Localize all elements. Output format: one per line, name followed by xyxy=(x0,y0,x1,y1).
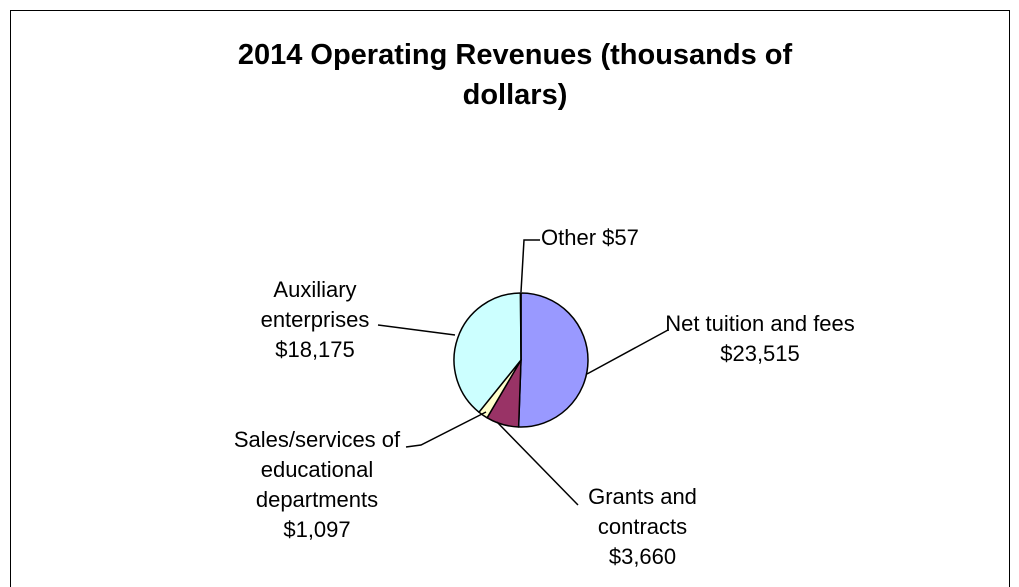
slice-label-box: Auxiliary enterprises $18,175 xyxy=(240,275,390,365)
pie-slice xyxy=(519,292,522,361)
title-box: 2014 Operating Revenues (thousands of do… xyxy=(237,39,793,111)
leader-line xyxy=(496,421,579,506)
value-label: $57 xyxy=(602,225,639,250)
value-label: $1,097 xyxy=(283,517,351,542)
slice-label-box: Grants and contracts $3,660 xyxy=(575,482,710,572)
category-label: Other xyxy=(541,225,597,250)
leader-line xyxy=(405,411,487,448)
category-label: Auxiliary enterprises xyxy=(260,277,370,332)
slice-label-box: Other $57 xyxy=(541,223,681,253)
slice-label: Net tuition and fees $23,515 xyxy=(665,309,855,369)
pie-slice xyxy=(517,292,589,428)
slice-label: Other $57 xyxy=(541,223,681,253)
slice-label: Auxiliary enterprises $18,175 xyxy=(240,275,390,365)
leader-line xyxy=(377,324,456,336)
slice-label-box: Net tuition and fees $23,515 xyxy=(665,309,855,369)
value-label: $18,175 xyxy=(275,337,355,362)
leader-line xyxy=(586,329,669,375)
category-label: Net tuition and fees xyxy=(665,311,855,336)
category-label: Grants and contracts xyxy=(588,484,697,539)
chart-title: 2014 Operating Revenues (thousands of do… xyxy=(237,39,793,111)
pie-slice xyxy=(453,292,522,413)
value-label: $3,660 xyxy=(608,544,677,569)
category-label: Sales/services of educational department… xyxy=(233,427,401,512)
slice-label-box: Sales/services of educational department… xyxy=(222,425,412,545)
value-label: $23,515 xyxy=(720,341,800,366)
leader-line xyxy=(520,239,540,293)
slice-label: Sales/services of educational department… xyxy=(222,425,412,545)
slice-label: Grants and contracts $3,660 xyxy=(575,482,710,572)
